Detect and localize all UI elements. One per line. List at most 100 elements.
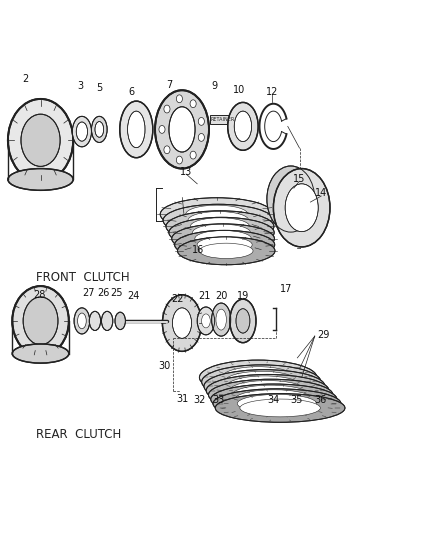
Ellipse shape	[23, 297, 58, 345]
Text: 26: 26	[98, 288, 110, 297]
Ellipse shape	[163, 204, 274, 237]
Ellipse shape	[177, 237, 275, 265]
Ellipse shape	[164, 105, 170, 113]
Ellipse shape	[204, 370, 325, 403]
Text: 34: 34	[267, 395, 279, 405]
Text: 12: 12	[266, 86, 278, 96]
Ellipse shape	[222, 367, 295, 388]
Ellipse shape	[227, 376, 302, 397]
Ellipse shape	[188, 212, 249, 229]
Text: 29: 29	[317, 330, 330, 340]
Ellipse shape	[190, 100, 196, 108]
Text: 15: 15	[293, 174, 305, 184]
Ellipse shape	[197, 237, 252, 253]
Ellipse shape	[12, 344, 69, 363]
Ellipse shape	[72, 116, 92, 147]
Text: 21: 21	[198, 291, 211, 301]
Ellipse shape	[115, 312, 125, 329]
Ellipse shape	[74, 308, 90, 334]
Text: 30: 30	[159, 361, 171, 371]
Ellipse shape	[12, 286, 69, 356]
Ellipse shape	[173, 308, 191, 338]
Ellipse shape	[186, 205, 248, 223]
Ellipse shape	[198, 133, 205, 141]
Text: 2: 2	[22, 75, 28, 84]
Text: 36: 36	[314, 395, 327, 405]
Ellipse shape	[92, 116, 107, 142]
Ellipse shape	[211, 384, 337, 415]
Ellipse shape	[190, 151, 196, 159]
Ellipse shape	[160, 198, 273, 231]
Ellipse shape	[201, 314, 210, 328]
Ellipse shape	[198, 117, 205, 125]
Ellipse shape	[102, 311, 113, 330]
Text: 31: 31	[176, 394, 188, 404]
Text: 24: 24	[127, 291, 140, 301]
Ellipse shape	[230, 299, 256, 343]
Ellipse shape	[201, 365, 321, 399]
Text: 32: 32	[193, 395, 205, 405]
Text: 19: 19	[237, 291, 250, 301]
Ellipse shape	[8, 99, 73, 182]
Text: 3: 3	[78, 81, 84, 91]
Text: 17: 17	[280, 284, 293, 294]
Ellipse shape	[273, 168, 330, 247]
Ellipse shape	[162, 295, 201, 351]
Ellipse shape	[21, 114, 60, 166]
Ellipse shape	[199, 243, 253, 259]
Ellipse shape	[195, 230, 251, 247]
Ellipse shape	[78, 313, 86, 329]
Text: REAR  CLUTCH: REAR CLUTCH	[36, 427, 121, 441]
Text: 27: 27	[82, 288, 95, 297]
Text: 9: 9	[212, 81, 218, 91]
Ellipse shape	[267, 166, 315, 232]
Ellipse shape	[155, 90, 209, 168]
Text: 10: 10	[233, 85, 245, 95]
Ellipse shape	[8, 168, 73, 190]
Text: 13: 13	[180, 167, 192, 176]
Ellipse shape	[232, 385, 309, 405]
Text: 28: 28	[33, 290, 46, 300]
Text: 35: 35	[290, 395, 303, 405]
Ellipse shape	[177, 156, 183, 164]
Text: 5: 5	[97, 83, 103, 93]
Ellipse shape	[95, 122, 104, 137]
Ellipse shape	[237, 394, 317, 413]
Text: 22: 22	[171, 294, 184, 304]
Text: 6: 6	[128, 87, 134, 98]
Ellipse shape	[236, 309, 250, 333]
Ellipse shape	[240, 399, 320, 417]
Ellipse shape	[172, 224, 275, 254]
Ellipse shape	[212, 303, 231, 336]
Ellipse shape	[177, 95, 183, 103]
Ellipse shape	[216, 309, 226, 330]
Ellipse shape	[76, 122, 88, 141]
Ellipse shape	[193, 224, 251, 241]
Ellipse shape	[127, 111, 145, 148]
Text: 16: 16	[192, 245, 204, 255]
Ellipse shape	[175, 230, 275, 259]
Ellipse shape	[190, 218, 250, 235]
Text: 25: 25	[110, 288, 123, 297]
Ellipse shape	[197, 307, 215, 335]
Ellipse shape	[224, 372, 298, 392]
Ellipse shape	[230, 381, 306, 400]
Ellipse shape	[208, 379, 333, 410]
Ellipse shape	[285, 184, 318, 232]
Ellipse shape	[166, 211, 274, 242]
Text: FRONT  CLUTCH: FRONT CLUTCH	[36, 271, 130, 284]
Ellipse shape	[169, 217, 274, 248]
Ellipse shape	[89, 311, 101, 330]
Ellipse shape	[164, 146, 170, 154]
Text: 14: 14	[315, 188, 327, 198]
Ellipse shape	[169, 107, 195, 152]
Ellipse shape	[234, 111, 252, 142]
Bar	[210, 116, 235, 124]
Ellipse shape	[228, 102, 258, 150]
Ellipse shape	[235, 390, 313, 409]
Text: 20: 20	[215, 291, 227, 301]
Text: RETAINER: RETAINER	[210, 117, 235, 123]
Text: 33: 33	[212, 395, 224, 405]
Ellipse shape	[159, 125, 165, 133]
Ellipse shape	[206, 375, 329, 407]
